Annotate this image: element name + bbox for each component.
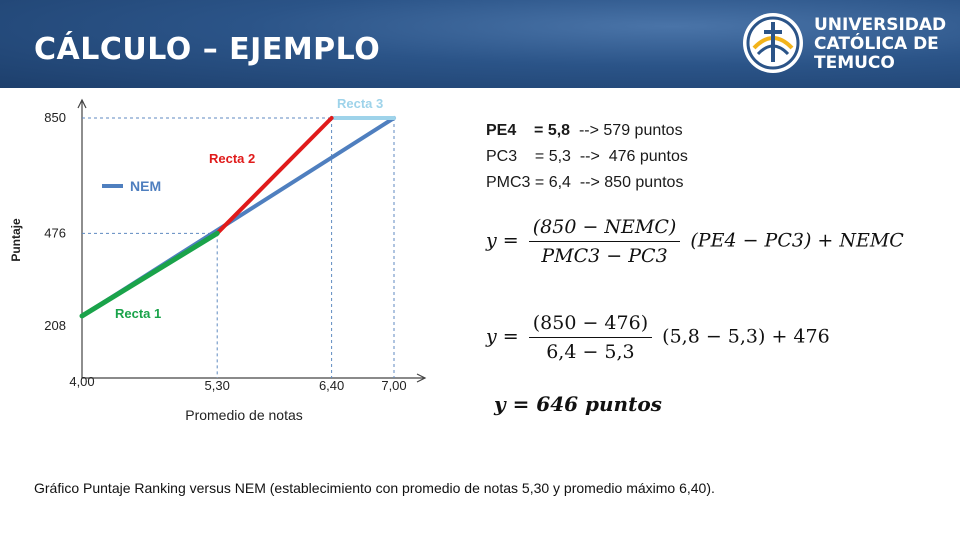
formula-substituted-rhs: (5,8 − 5,3) + 476 bbox=[662, 325, 830, 348]
pe4-label: PE4 = 5,8 bbox=[486, 122, 571, 139]
formula-general-numerator: (850 − NEMC) bbox=[528, 216, 681, 242]
series-label-recta-2: Recta 2 bbox=[209, 151, 255, 166]
series-label-recta-3: Recta 3 bbox=[337, 96, 383, 111]
logo-text: UNIVERSIDAD CATÓLICA DE TEMUCO bbox=[814, 16, 946, 73]
series-label-recta-1: Recta 1 bbox=[115, 306, 161, 321]
x-tick-label: 4,00 bbox=[69, 374, 94, 389]
header-bar: CÁLCULO – EJEMPLO UNIVERSIDAD CATÓLICA D… bbox=[0, 0, 960, 88]
input-values: PE4 = 5,8 --> 579 puntos PC3 = 5,3 --> 4… bbox=[486, 118, 688, 196]
y-tick-label: 850 bbox=[44, 110, 66, 125]
formula-substituted-fraction: (850 − 476) 6,4 − 5,3 bbox=[528, 312, 653, 363]
pmc3-line: PMC3 = 6,4 --> 850 puntos bbox=[486, 174, 684, 191]
x-axis-label: Promedio de notas bbox=[185, 407, 303, 423]
y-tick-label: 208 bbox=[44, 318, 66, 333]
logo-line-1: UNIVERSIDAD bbox=[814, 15, 947, 35]
x-axis-arrow-icon bbox=[416, 373, 427, 383]
x-tick-label: 5,30 bbox=[205, 378, 230, 393]
series-line-recta-1 bbox=[79, 230, 220, 319]
pe4-line: PE4 = 5,8 --> 579 puntos bbox=[486, 118, 688, 144]
page-title: CÁLCULO – EJEMPLO bbox=[34, 32, 381, 67]
pe4-value: --> 579 puntos bbox=[570, 122, 683, 139]
formula-substituted-lhs: y = bbox=[486, 325, 519, 348]
formula-substituted-denominator: 6,4 − 5,3 bbox=[546, 341, 635, 363]
puntaje-chart: Recta 1 Recta 2 Recta 3 NEM 208 476 850 4,00 5,3… bbox=[9, 96, 427, 423]
formula-substituted-numerator: (850 − 476) bbox=[528, 312, 653, 338]
x-tick-label: 7,00 bbox=[381, 378, 406, 393]
formula-general-lhs: y = bbox=[486, 229, 519, 252]
y-tick-label: 476 bbox=[44, 225, 66, 240]
formula-general-rhs: (PE4 − PC3) + NEMC bbox=[690, 229, 904, 252]
logo-line-3: TEMUCO bbox=[814, 53, 895, 73]
formula-general-fraction: (850 − NEMC) PMC3 − PC3 bbox=[528, 216, 681, 267]
formula-result: y = 646 puntos bbox=[494, 392, 662, 416]
formula-general-denominator: PMC3 − PC3 bbox=[541, 245, 668, 267]
formula-substituted: y = (850 − 476) 6,4 − 5,3 (5,8 − 5,3) + … bbox=[486, 312, 830, 363]
y-axis-label: Puntaje bbox=[9, 218, 23, 262]
formula-general: y = (850 − NEMC) PMC3 − PC3 (PE4 − PC3) … bbox=[486, 216, 904, 267]
logo-line-2: CATÓLICA DE bbox=[814, 34, 939, 54]
series-line-recta-2 bbox=[215, 116, 334, 236]
university-logo: UNIVERSIDAD CATÓLICA DE TEMUCO bbox=[740, 8, 950, 80]
chart-caption: Gráfico Puntaje Ranking versus NEM (esta… bbox=[34, 480, 715, 496]
x-tick-label: 6,40 bbox=[319, 378, 344, 393]
legend-label: NEM bbox=[130, 178, 161, 194]
pc3-line: PC3 = 5,3 --> 476 puntos bbox=[486, 148, 688, 165]
university-emblem-icon bbox=[743, 13, 803, 73]
y-axis-arrow-icon bbox=[77, 98, 87, 109]
